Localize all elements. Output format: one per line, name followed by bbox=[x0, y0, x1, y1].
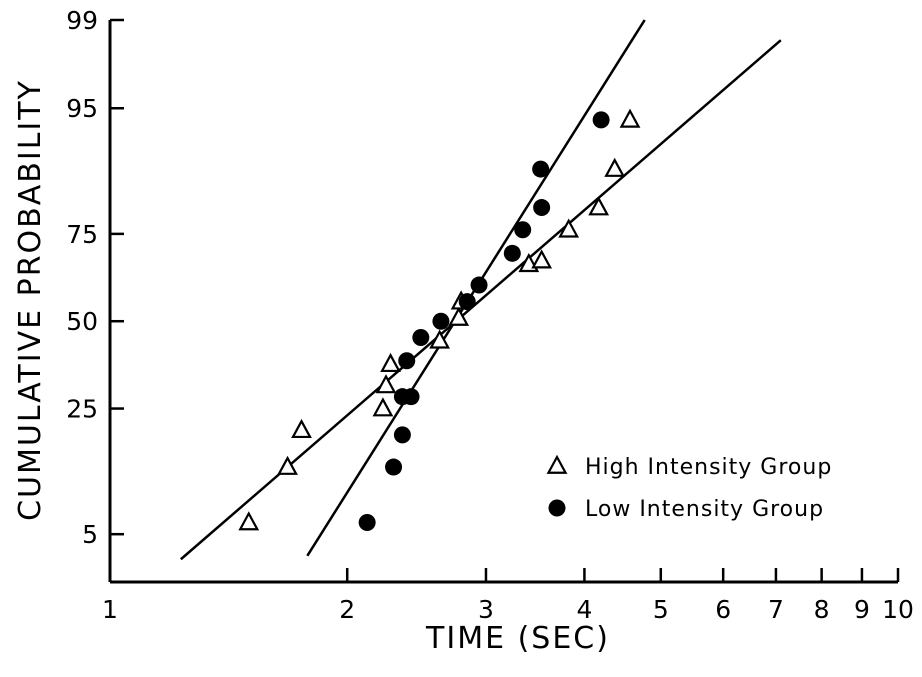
x-tick-label: 2 bbox=[339, 595, 355, 624]
y-axis-title: CUMULATIVE PROBABILITY bbox=[13, 79, 48, 521]
data-point-triangle bbox=[604, 157, 626, 177]
data-point-circle bbox=[470, 276, 488, 294]
x-axis-ticks: 1 2 3 4 5 6 7 8 9 10 bbox=[102, 568, 914, 624]
y-tick-label: 25 bbox=[66, 395, 98, 424]
y-tick-label: 95 bbox=[66, 94, 98, 123]
x-tick-label: 9 bbox=[854, 595, 870, 624]
legend-label: High Intensity Group bbox=[585, 455, 832, 480]
x-tick-label: 5 bbox=[653, 595, 669, 624]
data-point-circle bbox=[402, 388, 420, 406]
data-point-circle bbox=[592, 111, 610, 129]
x-tick-label: 6 bbox=[715, 595, 731, 624]
x-tick-label: 3 bbox=[478, 595, 494, 624]
axes bbox=[108, 20, 898, 584]
data-point-triangle bbox=[372, 397, 394, 417]
legend-label: Low Intensity Group bbox=[585, 497, 824, 522]
data-point-triangle bbox=[531, 249, 553, 269]
y-tick-label: 50 bbox=[66, 307, 98, 336]
data-point-circle bbox=[385, 458, 403, 476]
y-tick-label: 75 bbox=[66, 220, 98, 249]
data-point-circle bbox=[398, 352, 416, 370]
data-point-circle bbox=[358, 514, 376, 532]
data-point-circle bbox=[412, 328, 430, 346]
data-point-circle bbox=[503, 244, 521, 262]
legend: High Intensity Group Low Intensity Group bbox=[546, 454, 832, 522]
data-point-circle bbox=[532, 160, 550, 178]
data-point-triangle bbox=[380, 352, 401, 373]
data-point-triangle bbox=[588, 196, 610, 216]
x-tick-label: 8 bbox=[814, 595, 830, 624]
fit-line bbox=[180, 39, 782, 561]
data-point-triangle bbox=[619, 108, 641, 128]
x-tick-label: 4 bbox=[576, 595, 592, 624]
data-point-triangle bbox=[375, 374, 397, 394]
data-point-triangle bbox=[546, 454, 568, 474]
data-point-circle bbox=[458, 293, 476, 311]
x-tick-label: 7 bbox=[768, 595, 784, 624]
data-points bbox=[238, 108, 641, 532]
data-point-triangle bbox=[429, 329, 451, 349]
data-point-circle bbox=[533, 199, 551, 217]
x-axis-title: TIME (SEC) bbox=[425, 621, 610, 656]
data-point-triangle bbox=[291, 418, 312, 439]
data-point-triangle bbox=[558, 218, 580, 238]
data-point-triangle bbox=[277, 455, 298, 475]
y-tick-label: 99 bbox=[66, 6, 98, 35]
data-point-circle bbox=[432, 312, 450, 330]
y-tick-label: 5 bbox=[82, 520, 98, 549]
x-tick-label: 10 bbox=[882, 595, 914, 624]
data-point-circle bbox=[393, 426, 411, 444]
data-point-triangle bbox=[238, 511, 260, 531]
data-point-circle bbox=[514, 221, 532, 239]
data-point-circle bbox=[548, 499, 566, 517]
y-axis-ticks: 5 25 50 75 95 99 bbox=[66, 6, 124, 549]
data-point-triangle bbox=[448, 306, 470, 326]
x-tick-label: 1 bbox=[102, 595, 118, 624]
